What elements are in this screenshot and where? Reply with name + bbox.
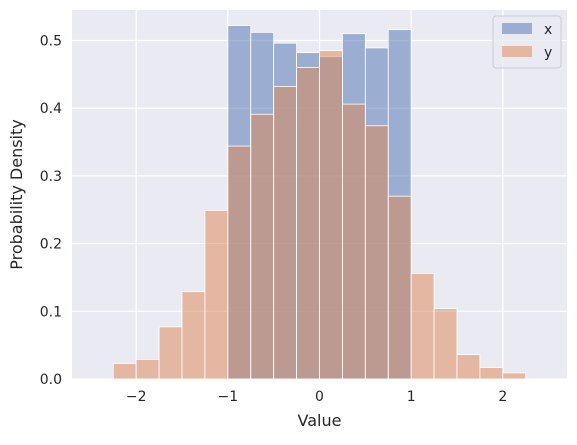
x-tick-label: 0 [315, 389, 324, 405]
x-axis-label: Value [298, 411, 342, 430]
y-tick-label: 0.4 [40, 101, 62, 117]
legend-swatch-y [502, 46, 532, 57]
histogram-bar-y [273, 86, 297, 380]
histogram-bar-y [387, 195, 412, 380]
bars-layer [112, 25, 527, 380]
histogram-bar-y [456, 354, 481, 380]
y-tick-label: 0.2 [40, 237, 62, 253]
y-tick-label: 0.3 [40, 169, 62, 185]
histogram-bar-y [250, 113, 275, 380]
histogram-bar-y [158, 326, 183, 380]
y-tick-label: 0.0 [40, 372, 62, 388]
y-tick-label: 0.5 [40, 33, 62, 49]
histogram-bar-y [502, 372, 527, 380]
histogram-bar-y [410, 272, 435, 380]
legend-label-x: x [544, 22, 552, 38]
histogram-bar-y [181, 291, 206, 380]
histogram-bar-y [433, 308, 458, 380]
histogram-bar-y [319, 50, 343, 380]
y-tick-label: 0.1 [40, 304, 62, 320]
histogram-bar-y [135, 358, 160, 380]
legend-label-y: y [544, 45, 552, 61]
histogram-bar-y [204, 210, 229, 380]
series-y [112, 50, 527, 380]
histogram-bar-y [342, 103, 366, 380]
histogram-bar-y [479, 367, 504, 380]
histogram-bar-y [296, 67, 320, 380]
histogram-bar-y [112, 363, 137, 380]
x-tick-label: 1 [407, 389, 416, 405]
x-tick-label: −1 [218, 389, 239, 405]
legend: x y [492, 15, 562, 69]
y-axis-label: Probability Density [7, 119, 26, 270]
histogram-bar-y [227, 145, 252, 380]
ticks-layer: −2 −1 0 1 2 0.0 0.1 0.2 0.3 0.4 0.5 [40, 33, 508, 405]
histogram-bar-y [364, 125, 389, 380]
x-tick-label: −2 [126, 389, 147, 405]
x-tick-label: 2 [498, 389, 507, 405]
legend-swatch-x [502, 23, 532, 34]
